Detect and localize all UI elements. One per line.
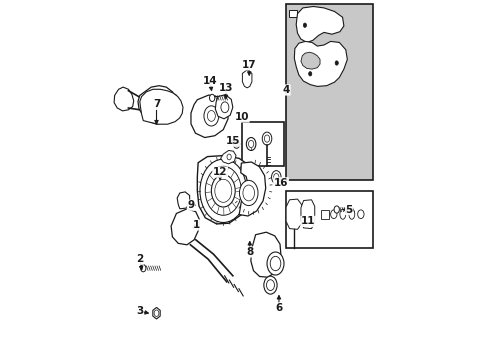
Circle shape xyxy=(246,138,255,150)
Text: 10: 10 xyxy=(234,112,248,122)
Polygon shape xyxy=(191,95,227,138)
Text: 7: 7 xyxy=(153,99,160,109)
Circle shape xyxy=(357,210,363,219)
Circle shape xyxy=(271,171,281,184)
Polygon shape xyxy=(321,210,328,219)
Polygon shape xyxy=(296,6,343,42)
Circle shape xyxy=(264,135,269,142)
Circle shape xyxy=(141,265,145,272)
Bar xyxy=(242,122,284,166)
Polygon shape xyxy=(197,156,249,224)
Text: 3: 3 xyxy=(136,306,143,316)
Text: 16: 16 xyxy=(273,178,288,188)
Circle shape xyxy=(151,98,163,114)
Polygon shape xyxy=(171,209,199,245)
Circle shape xyxy=(248,140,253,148)
Circle shape xyxy=(308,72,311,76)
Polygon shape xyxy=(300,200,314,229)
Circle shape xyxy=(147,93,167,120)
Text: 1: 1 xyxy=(192,220,200,230)
Polygon shape xyxy=(114,87,133,111)
Circle shape xyxy=(330,210,336,219)
Polygon shape xyxy=(220,150,236,164)
Polygon shape xyxy=(250,232,280,277)
Circle shape xyxy=(264,276,277,294)
Text: 14: 14 xyxy=(203,76,217,86)
Polygon shape xyxy=(171,94,177,105)
Polygon shape xyxy=(285,199,302,229)
Text: 2: 2 xyxy=(136,254,143,264)
Text: 8: 8 xyxy=(245,247,253,257)
Text: 9: 9 xyxy=(187,200,194,210)
Text: 4: 4 xyxy=(282,85,289,95)
Polygon shape xyxy=(177,192,189,209)
Circle shape xyxy=(334,61,338,65)
Text: 13: 13 xyxy=(218,83,233,93)
Text: 15: 15 xyxy=(225,136,239,146)
Polygon shape xyxy=(140,89,183,124)
Text: 11: 11 xyxy=(300,216,315,226)
Polygon shape xyxy=(242,70,251,88)
Text: 6: 6 xyxy=(275,303,282,313)
Ellipse shape xyxy=(348,209,354,219)
Bar xyxy=(285,4,372,180)
Polygon shape xyxy=(294,41,346,86)
Polygon shape xyxy=(300,52,319,69)
Text: 12: 12 xyxy=(212,167,227,177)
Circle shape xyxy=(270,256,280,271)
Polygon shape xyxy=(215,95,232,119)
Bar xyxy=(285,191,372,248)
Circle shape xyxy=(303,23,306,27)
Circle shape xyxy=(266,252,284,275)
Circle shape xyxy=(203,106,218,126)
Circle shape xyxy=(333,206,339,213)
Circle shape xyxy=(262,132,271,145)
Circle shape xyxy=(209,94,214,102)
Circle shape xyxy=(239,180,258,206)
Circle shape xyxy=(233,140,239,148)
Circle shape xyxy=(211,175,235,207)
Text: 17: 17 xyxy=(242,60,256,70)
Polygon shape xyxy=(239,162,265,216)
Ellipse shape xyxy=(339,209,345,219)
Polygon shape xyxy=(138,86,176,124)
Polygon shape xyxy=(288,10,296,17)
Text: 5: 5 xyxy=(345,204,352,215)
